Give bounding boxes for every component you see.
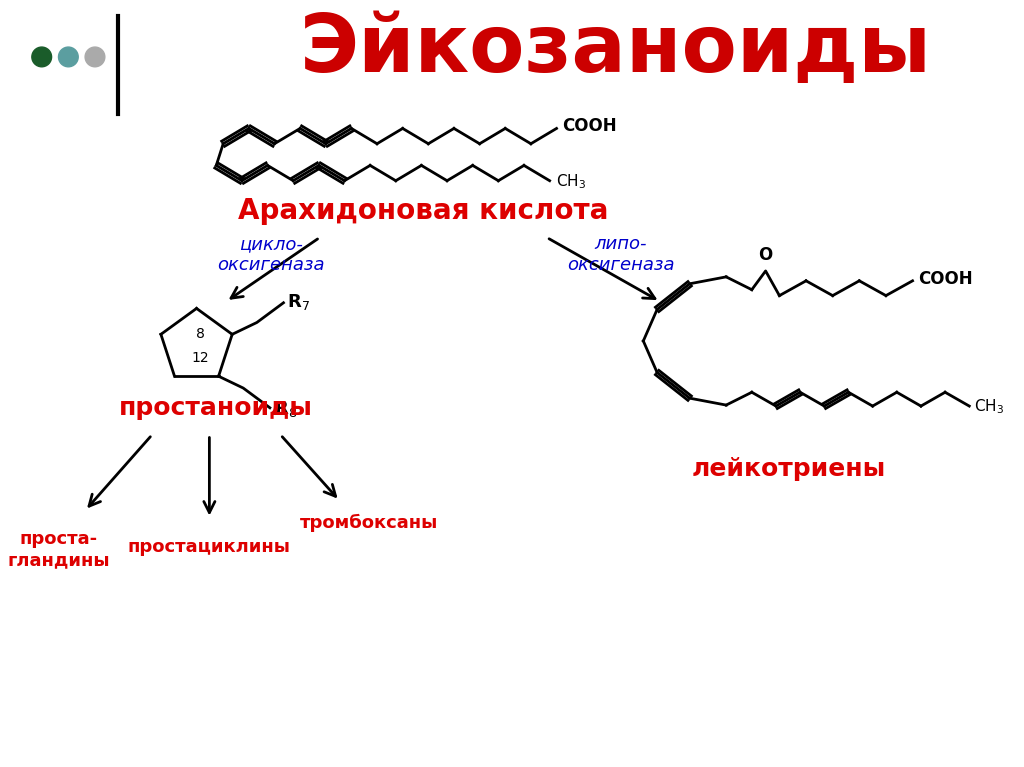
Circle shape	[32, 47, 51, 67]
Text: R$_8$: R$_8$	[273, 399, 297, 419]
Text: проста-
гландины: проста- гландины	[7, 530, 110, 569]
Circle shape	[85, 47, 104, 67]
Text: R$_7$: R$_7$	[288, 291, 310, 311]
Text: простациклины: простациклины	[128, 538, 291, 556]
Text: простаноиды: простаноиды	[120, 396, 313, 420]
Text: Эйкозаноиды: Эйкозаноиды	[300, 11, 932, 89]
Text: CH$_3$: CH$_3$	[556, 173, 586, 191]
Text: Арахидоновая кислота: Арахидоновая кислота	[239, 197, 608, 225]
Text: липо-
оксигеназа: липо- оксигеназа	[567, 235, 675, 274]
Text: O: O	[759, 246, 773, 264]
Text: CH$_3$: CH$_3$	[974, 398, 1005, 416]
Text: COOH: COOH	[562, 117, 617, 136]
Text: цикло-
оксигеназа: цикло- оксигеназа	[217, 235, 325, 274]
Circle shape	[58, 47, 78, 67]
Text: 12: 12	[191, 351, 209, 365]
Text: тромбоксаны: тромбоксаны	[300, 514, 438, 532]
Text: 8: 8	[196, 327, 205, 341]
Text: COOH: COOH	[919, 270, 973, 288]
Text: лейкотриены: лейкотриены	[691, 457, 886, 481]
